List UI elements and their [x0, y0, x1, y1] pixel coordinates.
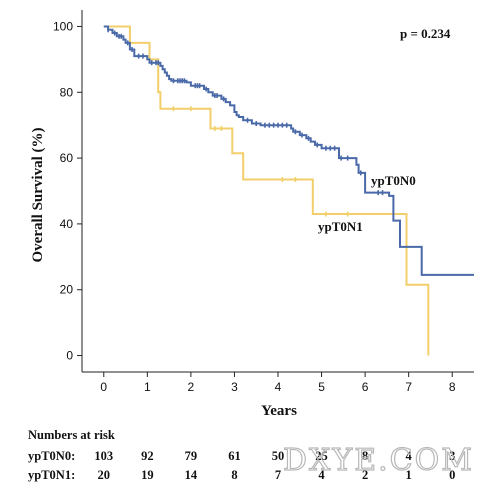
risk-value-1-3: 8 [231, 468, 237, 482]
survival-curve-ypT0N1 [103, 25, 430, 356]
risk-value-0-2: 79 [185, 449, 198, 463]
risk-value-0-7: 4 [406, 449, 413, 463]
x-tick-label-8: 8 [449, 380, 456, 394]
x-tick-label-2: 2 [188, 380, 195, 394]
risk-value-0-4: 50 [272, 449, 285, 463]
risk-value-1-5: 4 [318, 468, 325, 482]
risk-value-1-1: 19 [141, 468, 154, 482]
x-axis-title: Years [261, 403, 297, 419]
risk-value-0-8: 3 [449, 449, 455, 463]
series-label-ypT0N0: ypT0N0 [371, 173, 416, 188]
x-tick-label-7: 7 [405, 380, 412, 394]
risk-value-1-0: 20 [98, 468, 111, 482]
risk-row-label-ypT0N0: ypT0N0: [28, 449, 75, 463]
risk-value-1-6: 2 [362, 468, 368, 482]
risk-value-0-1: 92 [141, 449, 154, 463]
risk-value-0-6: 8 [362, 449, 368, 463]
x-tick-label-4: 4 [275, 380, 282, 394]
y-tick-label-40: 40 [60, 217, 74, 231]
y-tick-label-100: 100 [53, 19, 73, 33]
risk-value-1-4: 7 [275, 468, 281, 482]
censor-marks [107, 27, 384, 217]
p-value-annotation: p = 0.234 [400, 26, 451, 41]
series-label-ypT0N1: ypT0N1 [318, 219, 363, 234]
risk-value-1-7: 1 [406, 468, 412, 482]
y-tick-label-60: 60 [60, 151, 74, 165]
numbers-at-risk-table: Numbers at risk ypT0N0: ypT0N1: 103 92 79 6… [28, 428, 455, 482]
survival-curve-ypT0N0 [103, 25, 474, 276]
risk-value-0-0: 103 [94, 449, 113, 463]
risk-row-label-ypT0N1: ypT0N1: [28, 468, 75, 482]
x-tick-label-5: 5 [318, 380, 325, 394]
risk-value-0-5: 25 [315, 449, 328, 463]
risk-table-title: Numbers at risk [28, 428, 115, 442]
risk-value-0-3: 61 [228, 449, 241, 463]
risk-value-1-2: 14 [185, 468, 198, 482]
y-tick-label-20: 20 [60, 283, 74, 297]
y-tick-label-0: 0 [66, 349, 73, 363]
x-tick-label-6: 6 [362, 380, 369, 394]
x-tick-label-1: 1 [144, 380, 151, 394]
watermark: DXYE.COM [283, 443, 474, 478]
y-tick-label-80: 80 [60, 85, 74, 99]
risk-value-1-8: 0 [449, 468, 455, 482]
x-tick-label-3: 3 [231, 380, 238, 394]
x-tick-label-0: 0 [100, 380, 107, 394]
survival-curves [103, 25, 474, 356]
chart-axes: 0 20 40 60 80 100 0 1 2 3 4 5 6 7 8 [53, 10, 474, 394]
y-axis-title: Overall Survival (%) [30, 128, 46, 263]
